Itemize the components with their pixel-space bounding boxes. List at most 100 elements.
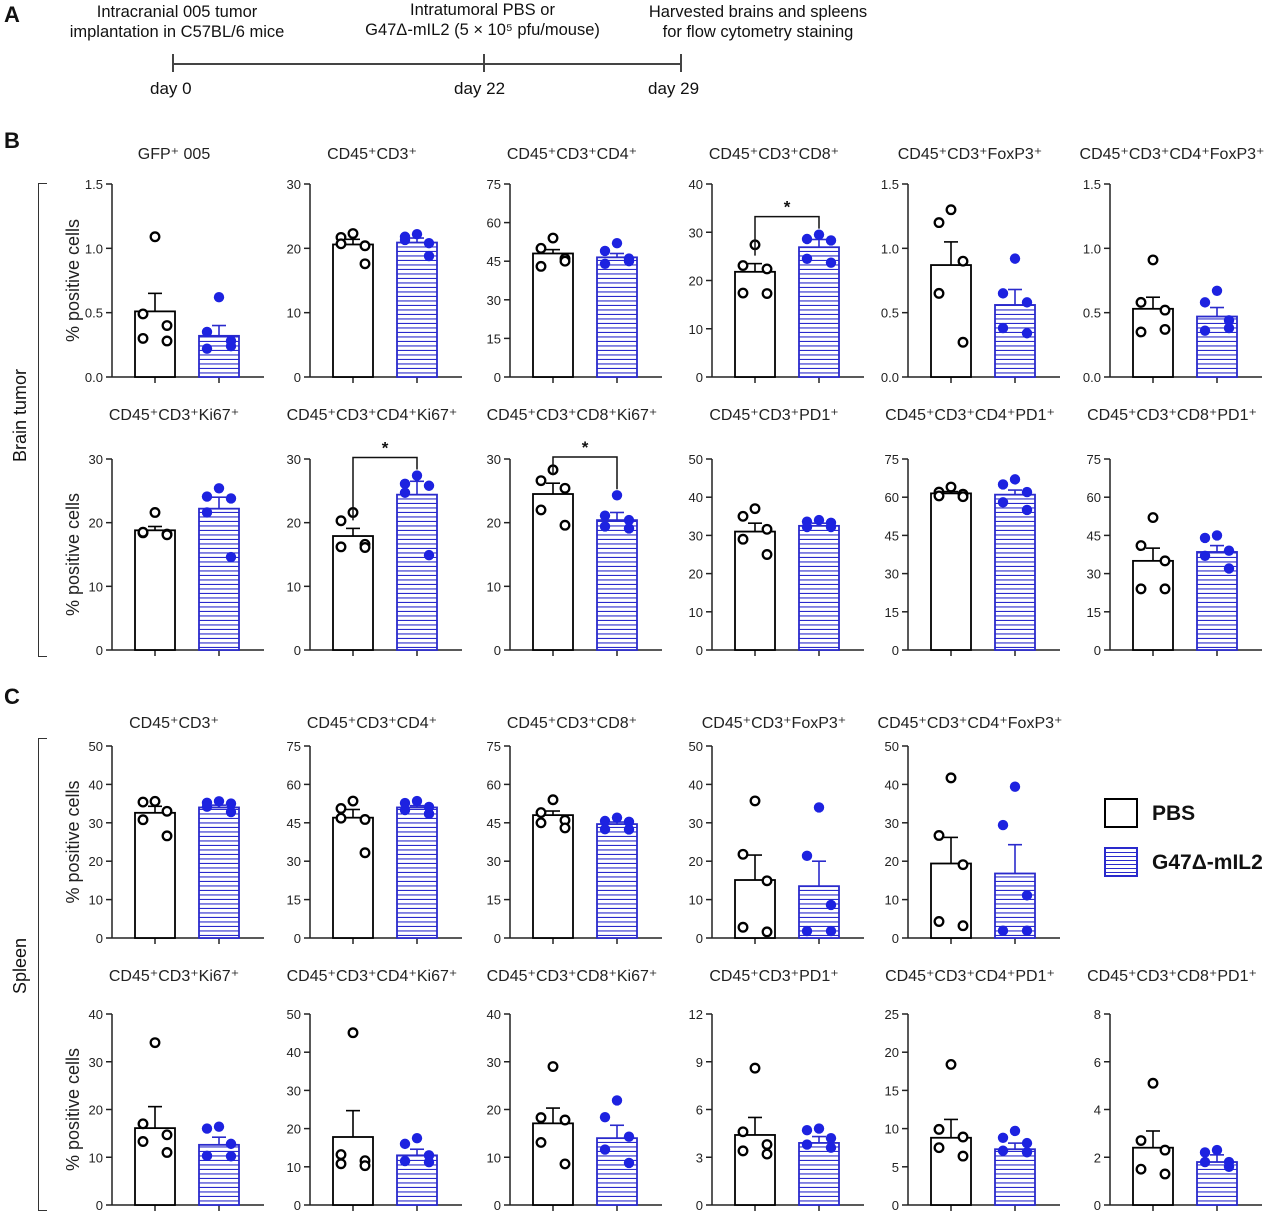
chart-panel: CD45⁺CD3⁺CD8⁺ 0 15 30 45 60 75 bbox=[487, 715, 662, 946]
data-point-g47 bbox=[1021, 486, 1033, 498]
bar-pbs bbox=[134, 529, 176, 651]
bar-g47 bbox=[994, 1148, 1036, 1206]
spleen-bracket bbox=[38, 738, 47, 1211]
y-tick-label: 9 bbox=[696, 1055, 703, 1070]
chart-panel: CD45⁺CD3⁺CD4⁺ 0 15 30 45 60 75 bbox=[287, 715, 462, 946]
data-point-g47 bbox=[623, 514, 635, 526]
data-point-pbs bbox=[161, 320, 173, 331]
data-point-pbs bbox=[1159, 555, 1171, 567]
y-tick-label: 30 bbox=[487, 854, 501, 869]
y-tick-label: 40 bbox=[689, 777, 703, 792]
data-point-g47 bbox=[213, 796, 225, 807]
y-tick-label: 1.0 bbox=[85, 241, 103, 256]
data-point-g47 bbox=[997, 925, 1009, 936]
data-point-g47 bbox=[801, 925, 813, 937]
data-point-g47 bbox=[825, 1132, 837, 1144]
data-point-pbs bbox=[161, 830, 173, 842]
data-point-g47 bbox=[599, 815, 611, 827]
y-tick-label: 50 bbox=[689, 452, 703, 467]
data-point-pbs bbox=[737, 533, 749, 545]
data-point-g47 bbox=[423, 549, 435, 561]
data-point-pbs bbox=[737, 510, 749, 522]
y-tick-label: 25 bbox=[885, 1007, 899, 1022]
chart-panel: CD45⁺CD3⁺ 0 10 20 30 bbox=[287, 146, 462, 385]
chart-panel: CD45⁺CD3⁺CD8⁺ 0 10 20 30 40 * bbox=[689, 146, 864, 385]
y-tick-label: 0 bbox=[96, 1198, 103, 1213]
data-point-g47 bbox=[599, 245, 611, 257]
data-point-pbs bbox=[945, 481, 957, 493]
chart-title: CD45⁺CD3⁺CD4⁺Ki67⁺ bbox=[287, 407, 458, 424]
y-tick-label: 60 bbox=[287, 777, 301, 792]
y-tick-label: 4 bbox=[1094, 1103, 1101, 1118]
data-point-g47 bbox=[801, 521, 813, 533]
chart-title: CD45⁺CD3⁺CD8⁺PD1⁺ bbox=[1087, 968, 1257, 985]
chart-panel: CD45⁺CD3⁺FoxP3⁺ 0.0 0.5 1.0 1.5 bbox=[881, 146, 1060, 385]
y-tick-label: 20 bbox=[287, 1122, 301, 1137]
data-point-pbs bbox=[933, 490, 945, 502]
chart-title: CD45⁺CD3⁺FoxP3⁺ bbox=[702, 715, 847, 732]
data-point-g47 bbox=[423, 480, 435, 491]
chart-panel: CD45⁺CD3⁺CD8⁺Ki67⁺ 0 10 20 30 40 bbox=[487, 968, 662, 1213]
y-tick-label: 20 bbox=[287, 241, 301, 256]
data-point-g47 bbox=[813, 514, 825, 526]
chart-panel: CD45⁺CD3⁺CD4⁺Ki67⁺ 0 10 20 30 40 50 bbox=[287, 968, 462, 1213]
data-point-pbs bbox=[335, 515, 347, 527]
data-point-pbs bbox=[1135, 583, 1147, 595]
y-tick-label: 60 bbox=[1087, 490, 1101, 505]
data-point-pbs bbox=[547, 794, 559, 806]
chart-panel: CD45⁺CD3⁺Ki67⁺ 0 10 20 30 bbox=[89, 407, 264, 658]
data-point-g47 bbox=[1021, 1137, 1033, 1149]
data-point-pbs bbox=[535, 242, 547, 254]
bar-g47 bbox=[798, 524, 840, 651]
bar-pbs bbox=[1132, 559, 1174, 651]
data-point-pbs bbox=[749, 1062, 761, 1074]
data-point-pbs bbox=[1135, 1135, 1147, 1146]
data-point-pbs bbox=[559, 255, 571, 267]
bar-pbs bbox=[332, 1136, 374, 1206]
y-tick-label: 75 bbox=[487, 739, 501, 754]
y-axis-label: % positive cells bbox=[63, 493, 83, 616]
data-point-pbs bbox=[957, 336, 969, 348]
data-point-g47 bbox=[399, 804, 411, 816]
y-tick-label: 30 bbox=[487, 293, 501, 308]
data-point-g47 bbox=[825, 899, 837, 911]
timeline-event-label: Intratumoral PBS or G47Δ-mIL2 (5 × 10⁵ p… bbox=[365, 1, 600, 39]
data-point-g47 bbox=[1009, 781, 1021, 792]
y-tick-label: 0 bbox=[96, 643, 103, 658]
data-point-pbs bbox=[161, 529, 173, 541]
data-point-g47 bbox=[225, 806, 237, 818]
y-tick-label: 1.5 bbox=[85, 177, 103, 192]
data-point-g47 bbox=[213, 483, 225, 494]
data-point-g47 bbox=[1021, 297, 1033, 308]
y-tick-label: 45 bbox=[287, 816, 301, 831]
data-point-pbs bbox=[933, 830, 945, 841]
chart-title: CD45⁺CD3⁺CD4⁺PD1⁺ bbox=[885, 968, 1055, 985]
bar-pbs bbox=[532, 814, 574, 939]
chart-title: CD45⁺CD3⁺PD1⁺ bbox=[709, 407, 838, 424]
data-point-pbs bbox=[547, 1061, 559, 1072]
data-point-g47 bbox=[623, 523, 635, 534]
bar-pbs bbox=[332, 535, 374, 651]
data-point-g47 bbox=[399, 1138, 411, 1150]
data-point-pbs bbox=[161, 805, 173, 817]
data-point-pbs bbox=[933, 287, 945, 299]
data-point-pbs bbox=[137, 308, 149, 320]
data-point-pbs bbox=[945, 772, 957, 784]
data-point-pbs bbox=[335, 812, 347, 824]
data-point-g47 bbox=[1199, 532, 1211, 544]
data-point-pbs bbox=[761, 523, 773, 535]
y-tick-label: 30 bbox=[89, 452, 103, 467]
y-tick-label: 15 bbox=[287, 893, 301, 908]
data-point-pbs bbox=[749, 795, 761, 807]
data-point-pbs bbox=[761, 1148, 773, 1160]
significance-bracket bbox=[352, 456, 418, 521]
bar-g47 bbox=[798, 246, 840, 378]
bar-g47 bbox=[198, 507, 240, 651]
legend-swatch-pbs bbox=[1104, 798, 1138, 828]
chart-panel: CD45⁺CD3⁺ 0 10 20 30 40 50 bbox=[89, 715, 264, 946]
y-tick-label: 0 bbox=[1094, 1198, 1101, 1213]
y-axis-label: % positive cells bbox=[63, 780, 83, 903]
data-point-g47 bbox=[423, 250, 435, 262]
data-point-pbs bbox=[559, 1158, 571, 1170]
